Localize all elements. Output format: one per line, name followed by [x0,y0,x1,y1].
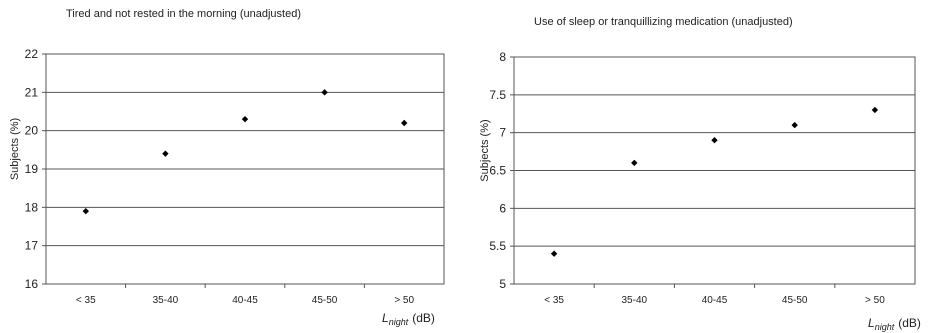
data-point [242,116,248,122]
y-tick-label: 20 [25,124,39,138]
y-tick-label: 5.5 [489,239,506,253]
data-point [83,208,89,214]
x-tick-label: 45-50 [312,295,338,306]
data-point [401,120,407,126]
x-tick-label: 40-45 [702,295,728,306]
y-tick-label: 7.5 [489,88,506,102]
data-point [711,137,717,143]
y-tick-label: 6 [499,201,506,215]
y-tick-label: 22 [25,47,39,61]
x-tick-label: 45-50 [782,295,808,306]
x-axis-label: Lnight (dB) [868,316,921,332]
y-tick-label: 5 [499,277,506,291]
y-axis-label: Subjects (%) [479,119,491,181]
x-tick-label: 35-40 [153,295,179,306]
x-tick-label: > 50 [394,295,414,306]
x-tick-label: 35-40 [622,295,648,306]
y-tick-label: 18 [25,200,39,214]
x-tick-label: 40-45 [232,295,258,306]
y-tick-label: 21 [25,85,39,99]
y-tick-label: 19 [25,162,39,176]
y-axis-label: Subjects (%) [9,118,21,180]
data-point [321,89,327,95]
data-point [792,122,798,128]
data-point [551,251,557,257]
y-tick-label: 16 [25,277,39,291]
x-axis-label: Lnight (dB) [382,311,435,327]
x-tick-label: > 50 [865,295,885,306]
y-tick-label: 8 [499,50,506,64]
y-tick-label: 7 [499,126,506,140]
y-tick-label: 17 [25,239,39,253]
x-tick-label: < 35 [76,295,96,306]
data-point [162,150,168,156]
data-point [631,160,637,166]
x-tick-label: < 35 [544,295,564,306]
y-tick-label: 6.5 [489,164,506,178]
data-point [872,107,878,113]
